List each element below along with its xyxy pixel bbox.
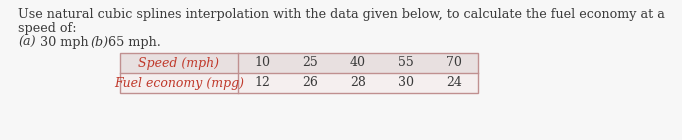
- Bar: [120, 53, 478, 93]
- Text: Speed (mph): Speed (mph): [138, 57, 220, 69]
- Text: speed of:: speed of:: [18, 22, 76, 35]
- Bar: [120, 73, 478, 93]
- Text: 40: 40: [350, 57, 366, 69]
- Text: 55: 55: [398, 57, 414, 69]
- Text: 65 mph.: 65 mph.: [108, 36, 161, 49]
- Text: 24: 24: [446, 76, 462, 89]
- Text: Use natural cubic splines interpolation with the data given below, to calculate : Use natural cubic splines interpolation …: [18, 8, 665, 21]
- Text: 12: 12: [254, 76, 270, 89]
- Text: (a): (a): [18, 36, 35, 49]
- Text: Fuel economy (mpg): Fuel economy (mpg): [114, 76, 244, 89]
- Text: 25: 25: [302, 57, 318, 69]
- Text: 30: 30: [398, 76, 414, 89]
- Text: 26: 26: [302, 76, 318, 89]
- Text: 30 mph: 30 mph: [40, 36, 89, 49]
- Bar: [120, 53, 478, 73]
- Text: 28: 28: [350, 76, 366, 89]
- Text: 10: 10: [254, 57, 270, 69]
- Text: 70: 70: [446, 57, 462, 69]
- Text: (b): (b): [90, 36, 108, 49]
